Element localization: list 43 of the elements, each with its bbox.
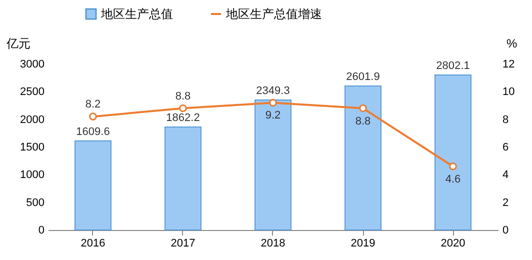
- y-tick-label: 1500: [20, 142, 44, 154]
- y2-tick-label: 4: [502, 169, 509, 182]
- data-label: 2601.9: [346, 71, 380, 84]
- y-axis-title: 亿元: [6, 36, 30, 50]
- y2-tick-label: 0: [502, 224, 509, 236]
- y-tick-label: 3000: [20, 58, 44, 70]
- x-tick-label: 2020: [440, 238, 466, 250]
- point: [359, 104, 367, 112]
- x-tick-label: 2016: [80, 238, 106, 250]
- data-label: 8.8: [355, 115, 371, 128]
- bar: [254, 100, 292, 230]
- y2-tick-label: 8: [502, 114, 509, 126]
- data-label: 2802.1: [436, 60, 470, 72]
- data-label: 9.2: [265, 110, 281, 122]
- data-label: 2349.3: [256, 85, 290, 98]
- point: [449, 162, 457, 170]
- bar: [344, 86, 382, 230]
- data-label: 4.6: [445, 173, 461, 186]
- data-label: 1862.2: [166, 112, 200, 124]
- y2-tick-label: 6: [502, 142, 509, 154]
- bar: [434, 74, 472, 230]
- y-tick-label: 500: [26, 196, 44, 209]
- x-tick-label: 2018: [260, 238, 286, 250]
- y2-axis-title: %: [506, 36, 518, 50]
- point: [269, 98, 277, 107]
- y-tick-label: 0: [38, 224, 44, 236]
- x-tick-label: 2019: [350, 238, 376, 250]
- data-label: 1609.6: [76, 126, 110, 138]
- legend-label: 地区生产总值增速: [225, 7, 322, 21]
- data-label: 8.8: [175, 90, 191, 102]
- bar: [164, 126, 202, 230]
- data-label: 8.2: [85, 98, 101, 111]
- legend-label: 地区生产总值: [100, 7, 173, 21]
- y-tick-label: 2500: [20, 86, 44, 98]
- x-tick-label: 2017: [170, 238, 196, 250]
- y2-tick-label: 2: [502, 196, 509, 209]
- y-tick-label: 1000: [20, 169, 44, 182]
- bar: [74, 140, 112, 230]
- y2-tick-label: 10: [502, 86, 515, 98]
- y-tick-label: 2000: [20, 114, 44, 126]
- point: [89, 112, 97, 120]
- point: [179, 104, 187, 112]
- y2-tick-label: 12: [502, 58, 515, 70]
